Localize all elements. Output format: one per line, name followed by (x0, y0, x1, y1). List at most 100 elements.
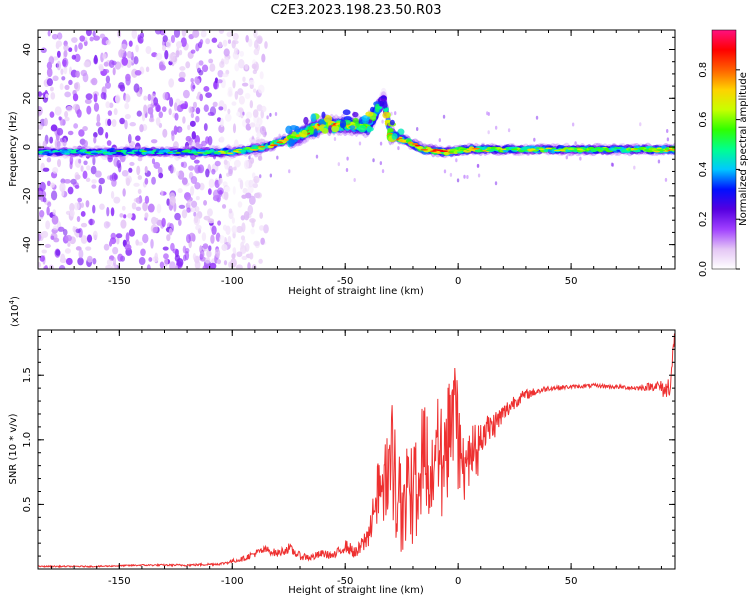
bump-blob (387, 127, 394, 133)
noise-speckle (236, 111, 241, 117)
noise-speckle (194, 206, 200, 213)
noise-speckle (218, 41, 223, 48)
noise-speckle (110, 191, 115, 199)
noise-speckle (181, 161, 188, 169)
noise-speckle (53, 237, 60, 243)
noise-speckle (168, 108, 172, 116)
noise-speckle (64, 111, 69, 118)
noise-speckle (96, 113, 101, 124)
ridge-blob (599, 148, 606, 150)
spectrogram-x-tick-label: 50 (565, 276, 578, 287)
noise-speckle (50, 92, 56, 100)
noise-speckle (269, 173, 273, 178)
noise-speckle (120, 219, 127, 229)
noise-speckle (52, 167, 59, 174)
noise-speckle (86, 234, 93, 243)
noise-speckle (415, 127, 419, 132)
noise-speckle (191, 131, 197, 140)
noise-speckle (221, 243, 228, 252)
noise-speckle (135, 44, 139, 53)
noise-speckle (128, 167, 133, 173)
noise-speckle (214, 160, 221, 167)
noise-speckle (82, 170, 88, 180)
noise-speckle (210, 234, 215, 244)
noise-speckle (259, 212, 264, 219)
noise-speckle (337, 162, 341, 167)
ridge-blob (158, 151, 167, 153)
noise-speckle (144, 212, 149, 219)
snr-panel: -150 -100 -50 0 50 0.5 1.0 1.5 Height of strai… (8, 296, 676, 596)
noise-speckle (222, 39, 228, 47)
bump-blob (382, 100, 388, 110)
ridge-blob (238, 150, 245, 152)
noise-speckle (105, 101, 111, 109)
noise-speckle (263, 224, 269, 234)
noise-speckle (52, 209, 57, 215)
noise-speckle (57, 158, 62, 168)
ridge-blob (414, 144, 421, 147)
ridge-blob (115, 150, 124, 152)
ridge-blob (267, 145, 275, 148)
noise-speckle (226, 31, 233, 38)
noise-speckle (140, 248, 146, 257)
noise-speckle (61, 187, 65, 197)
noise-speckle (52, 225, 59, 231)
ridge-blob (108, 152, 117, 154)
noise-speckle (103, 243, 110, 251)
noise-speckle (93, 35, 101, 41)
noise-speckle (82, 126, 88, 132)
noise-speckle (251, 135, 255, 140)
noise-speckle (258, 258, 263, 264)
noise-speckle (231, 101, 237, 106)
noise-speckle (207, 111, 215, 117)
bump-blob (321, 127, 329, 134)
noise-speckle (353, 178, 356, 183)
figure-title: C2E3.2023.198.23.50.R03 (270, 3, 441, 18)
ridge-blob (272, 144, 279, 147)
noise-speckle (231, 225, 238, 234)
noise-speckle (73, 202, 80, 211)
ridge-blob (242, 148, 250, 151)
noise-speckle (136, 165, 141, 176)
noise-speckle (274, 111, 278, 116)
noise-speckle (213, 80, 220, 90)
noise-speckle (219, 60, 225, 69)
noise-speckle (199, 182, 205, 191)
snr-multiplier-close: ) (10, 296, 21, 300)
noise-speckle (85, 200, 90, 208)
noise-speckle (72, 181, 79, 188)
noise-speckle (198, 60, 204, 66)
noise-speckle (228, 165, 234, 175)
ridge-blob (495, 147, 503, 149)
noise-speckle (231, 253, 236, 260)
noise-speckle (38, 124, 44, 130)
noise-speckle (188, 106, 193, 114)
ridge-blob (380, 95, 387, 99)
snr-y-tick-label: 0.5 (22, 496, 33, 512)
noise-speckle (252, 182, 259, 189)
noise-speckle (223, 57, 230, 65)
spectrogram-frame (37, 29, 676, 270)
noise-speckle (142, 233, 149, 244)
noise-speckle (201, 64, 209, 73)
noise-speckle (135, 206, 142, 212)
noise-speckle (180, 37, 187, 48)
noise-speckle (143, 104, 148, 114)
noise-speckle (91, 77, 98, 86)
noise-speckle (62, 57, 69, 68)
noise-speckle (122, 188, 126, 197)
snr-x-tick-label: -100 (221, 576, 244, 587)
noise-speckle (75, 70, 80, 78)
noise-speckle (241, 194, 247, 199)
noise-speckle (195, 107, 201, 115)
noise-speckle (253, 48, 260, 56)
noise-speckle (159, 261, 165, 269)
noise-speckle (195, 115, 200, 123)
noise-speckle (178, 77, 186, 83)
noise-speckle (219, 235, 226, 244)
noise-speckle (169, 97, 174, 107)
noise-speckle (241, 82, 249, 87)
noise-speckle (168, 227, 173, 236)
noise-speckle (181, 177, 188, 185)
noise-speckle (115, 233, 123, 239)
